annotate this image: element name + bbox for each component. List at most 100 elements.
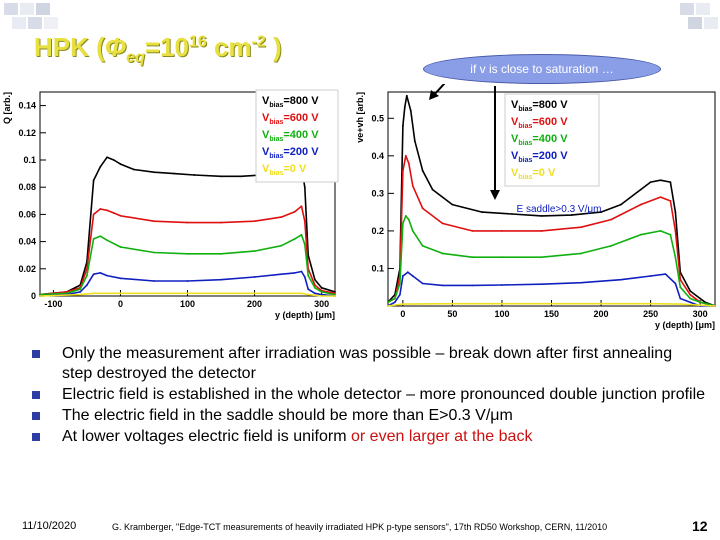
callout-bubble: if v is close to saturation …	[423, 54, 661, 84]
data-point	[153, 251, 155, 254]
data-point	[659, 230, 662, 232]
data-point	[674, 256, 677, 259]
bullet-item: Electric field is established in the who…	[26, 385, 706, 405]
data-point	[303, 220, 306, 223]
x-tick-label: 300	[693, 309, 708, 319]
data-point	[253, 292, 256, 295]
data-point	[431, 188, 434, 191]
y-tick-label: 0.02	[18, 264, 36, 274]
series-line	[387, 155, 716, 307]
legend-entry: Vbias=200 V	[262, 146, 319, 160]
data-point	[106, 239, 108, 242]
data-point	[313, 278, 316, 281]
data-point	[173, 172, 175, 175]
data-point	[106, 156, 108, 159]
data-point	[119, 214, 122, 217]
x-tick-label: 300	[314, 299, 329, 309]
data-point	[406, 271, 409, 274]
data-point	[421, 207, 424, 210]
data-point	[674, 230, 677, 232]
data-point	[699, 304, 702, 307]
data-point	[293, 210, 296, 213]
data-point	[550, 302, 553, 305]
legend-box	[255, 89, 339, 183]
data-point	[471, 230, 474, 232]
data-point	[501, 256, 503, 259]
data-point	[401, 124, 404, 127]
legend-entry: Vbias=600 V	[262, 112, 319, 126]
legend-entry: Vbias=200 V	[511, 150, 568, 164]
data-point	[679, 297, 682, 300]
data-point	[401, 275, 404, 277]
x-tick-label: 50	[447, 309, 457, 319]
data-point	[679, 303, 682, 306]
page-number: 12	[692, 518, 708, 534]
data-point	[112, 159, 115, 161]
data-point	[253, 276, 256, 278]
data-point	[79, 293, 82, 296]
data-point	[649, 275, 652, 277]
legend: Vbias=800 V Vbias=600 V Vbias=400 V Vbias=2…	[255, 89, 339, 183]
data-point	[119, 277, 122, 280]
y-tick-label: 0.06	[18, 209, 36, 219]
y-tick-label: 0.3	[371, 188, 384, 198]
data-point	[649, 302, 652, 305]
data-point	[112, 212, 115, 214]
data-point	[99, 165, 102, 168]
data-point	[280, 216, 283, 219]
data-point	[510, 213, 513, 215]
data-point	[387, 301, 389, 304]
data-point	[280, 273, 283, 276]
data-point	[119, 292, 122, 295]
arrow-head	[490, 190, 500, 200]
series-line	[39, 292, 335, 297]
data-point	[471, 284, 474, 287]
data-point	[689, 290, 692, 292]
data-point	[669, 199, 672, 202]
data-point	[334, 295, 336, 297]
data-point	[132, 168, 135, 171]
data-point	[501, 284, 503, 286]
data-point	[407, 218, 410, 221]
data-point	[451, 203, 454, 206]
y-tick-label: 0.5	[371, 113, 384, 123]
data-point	[580, 226, 583, 229]
bullet-list: Only the measurement after irradiation w…	[26, 344, 706, 448]
data-point	[394, 297, 396, 300]
data-point	[580, 281, 583, 284]
data-point	[220, 278, 222, 281]
data-point	[86, 274, 88, 277]
data-point	[307, 293, 310, 296]
data-point	[401, 303, 404, 306]
y-tick-label: 0	[31, 291, 36, 301]
bullet-square-icon	[32, 391, 40, 399]
data-point	[411, 184, 414, 187]
y-tick-label: 0.14	[18, 101, 36, 111]
data-point	[92, 213, 95, 216]
data-point	[619, 278, 622, 281]
x-tick-label: 0	[400, 309, 405, 319]
legend: Vbias=800 V Vbias=600 V Vbias=400 V Vbias=2…	[504, 93, 600, 187]
data-point	[79, 288, 82, 291]
data-point	[540, 230, 543, 232]
data-point	[674, 211, 677, 214]
bullet-square-icon	[32, 433, 40, 441]
x-tick-label: 250	[643, 309, 658, 319]
data-point	[664, 273, 667, 275]
y-tick-label: 0.1	[23, 155, 36, 165]
callout-arrows	[429, 84, 500, 200]
y-tick-label: 0.12	[18, 128, 36, 138]
data-point	[451, 302, 454, 305]
data-point	[689, 293, 692, 296]
x-axis-label: y (depth) [μm]	[275, 310, 335, 320]
data-point	[441, 222, 444, 225]
data-point	[220, 252, 222, 255]
data-point	[300, 205, 303, 208]
data-point	[186, 221, 189, 224]
data-point	[401, 169, 404, 172]
data-point	[240, 175, 243, 178]
x-tick-label: 100	[180, 299, 195, 309]
legend-box	[504, 93, 600, 187]
data-point	[394, 301, 396, 304]
series-line	[39, 270, 336, 297]
